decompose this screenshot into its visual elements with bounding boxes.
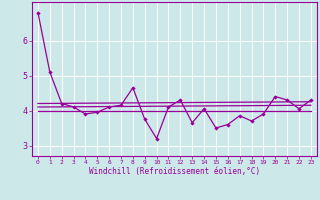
X-axis label: Windchill (Refroidissement éolien,°C): Windchill (Refroidissement éolien,°C) bbox=[89, 167, 260, 176]
